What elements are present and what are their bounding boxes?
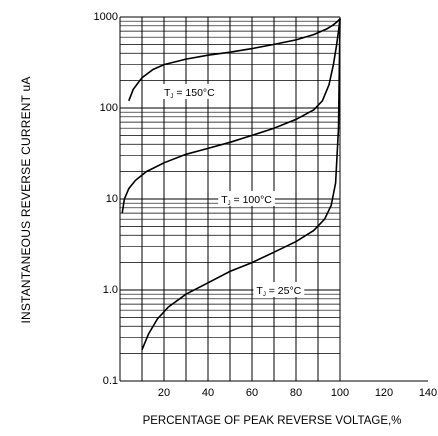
series-label-rest: = 150°C [173, 87, 215, 99]
series-label-sub: J [228, 201, 231, 207]
series-label-sub: J [263, 292, 266, 298]
series-label-text: TJ = 25°C [256, 285, 301, 298]
grid [119, 16, 428, 382]
y-tick-label: 1.0 [103, 284, 118, 296]
series-label-rest: = 100°C [231, 194, 273, 206]
series-line-1 [128, 18, 341, 102]
y-tick-label: 100 [100, 102, 118, 114]
curve-labels: TJ = 150°CTJ = 100°CTJ = 25°C [161, 83, 305, 298]
x-tick-label: 60 [246, 387, 258, 399]
x-tick-label: 20 [158, 387, 170, 399]
series-label-main: T [221, 194, 228, 206]
series-label-rest: = 25°C [266, 285, 302, 297]
y-axis-title: INSTANTANEOUS REVERSE CURRENT uA [19, 76, 33, 323]
series-label-bg [161, 83, 218, 99]
x-tick-label: 100 [331, 387, 349, 399]
x-axis-title: PERCENTAGE OF PEAK REVERSE VOLTAGE,% [143, 415, 402, 427]
y-tick-label: 1000 [94, 11, 118, 23]
y-tick-label: 10 [106, 193, 118, 205]
series-label-1: TJ = 150°C [161, 83, 218, 100]
x-tick-label: 120 [375, 387, 393, 399]
series-label-2: TJ = 100°C [218, 191, 275, 207]
x-tick-label: 40 [202, 387, 214, 399]
series-label-3: TJ = 25°C [253, 282, 305, 298]
series-label-main: T [164, 87, 171, 99]
series-line-3 [141, 18, 341, 351]
x-axis-ticks: 20 40 60 80 100 120 140 [158, 387, 437, 399]
series-label-bg [253, 282, 305, 297]
y-axis-ticks: 0.1 1.0 10 100 1000 [94, 11, 118, 387]
curves [121, 18, 341, 351]
series-label-bg [218, 191, 275, 206]
y-tick-label: 0.1 [103, 375, 118, 387]
x-tick-label: 140 [419, 387, 437, 399]
series-label-text: TJ = 150°C [164, 87, 215, 100]
series-label-text: TJ = 100°C [221, 194, 272, 207]
series-label-sub: J [170, 94, 173, 100]
x-tick-label: 80 [290, 387, 302, 399]
series-label-main: T [256, 285, 263, 297]
series-line-2 [121, 18, 341, 214]
